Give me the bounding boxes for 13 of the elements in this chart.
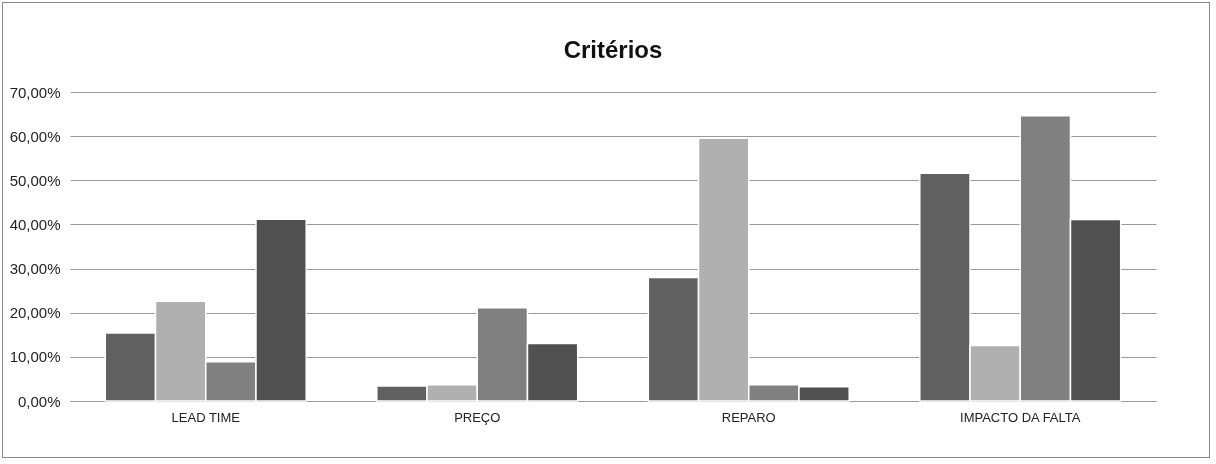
y-tick-label: 60,00% — [9, 127, 61, 145]
y-tick-label: 0,00% — [17, 392, 61, 410]
x-tick-label: PREÇO — [454, 409, 501, 425]
y-tick-label: 40,00% — [9, 215, 61, 233]
x-tick-label: REPARO — [721, 409, 776, 425]
y-tick-label: 30,00% — [9, 260, 61, 278]
y-tick-label: 70,00% — [9, 83, 61, 101]
x-tick-label: IMPACTO DA FALTA — [960, 409, 1081, 425]
y-tick-label: 10,00% — [9, 348, 61, 366]
y-tick-label: 50,00% — [9, 171, 61, 189]
y-tick-label: 20,00% — [9, 304, 61, 322]
chart-title: Critérios — [563, 36, 663, 63]
x-tick-label: LEAD TIME — [171, 409, 241, 425]
